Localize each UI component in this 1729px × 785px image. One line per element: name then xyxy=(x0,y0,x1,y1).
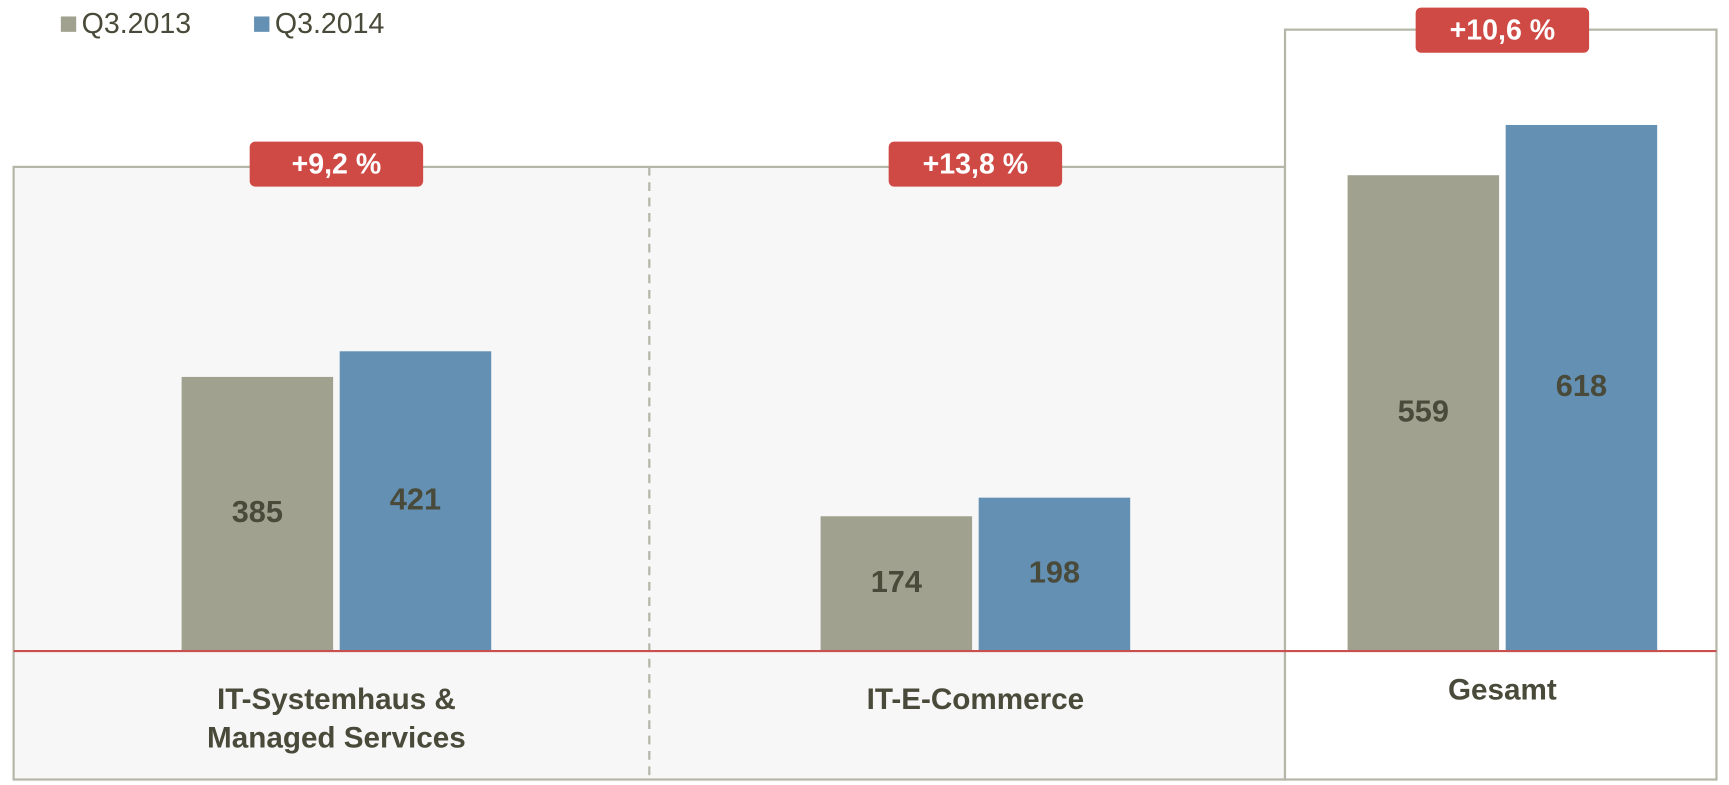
bar xyxy=(181,376,334,652)
value-label: 618 xyxy=(1556,368,1607,403)
bar xyxy=(1505,124,1658,652)
legend-swatch xyxy=(60,16,77,32)
value-label: 559 xyxy=(1398,393,1449,428)
growth-label: +13,8 % xyxy=(923,148,1029,180)
growth-badge xyxy=(888,141,1063,187)
value-label: 198 xyxy=(1029,554,1080,589)
category-label: IT-E-Commerce xyxy=(866,682,1085,716)
value-label: 174 xyxy=(871,564,922,599)
bar xyxy=(978,497,1131,652)
legend-label: Q3.2013 xyxy=(82,8,191,40)
growth-label: +10,6 % xyxy=(1450,14,1556,46)
category-label: Gesamt xyxy=(1448,673,1557,706)
growth-label: +9,2 % xyxy=(292,148,382,180)
value-label: 421 xyxy=(390,481,441,516)
bar xyxy=(1347,175,1500,652)
bar xyxy=(820,516,973,652)
category-label-box: IT-E-Commerce xyxy=(866,682,1085,716)
category-label-box: Gesamt xyxy=(1448,673,1557,706)
legend-swatch xyxy=(254,16,270,32)
growth-badge xyxy=(1415,7,1590,53)
legend-label: Q3.2014 xyxy=(275,8,385,40)
category-label-box: IT-Systemhaus & Managed Services xyxy=(207,682,466,755)
category-label: IT-Systemhaus & Managed Services xyxy=(207,682,466,755)
growth-badge xyxy=(249,141,424,187)
bar xyxy=(339,351,492,652)
value-label: 385 xyxy=(232,494,283,529)
